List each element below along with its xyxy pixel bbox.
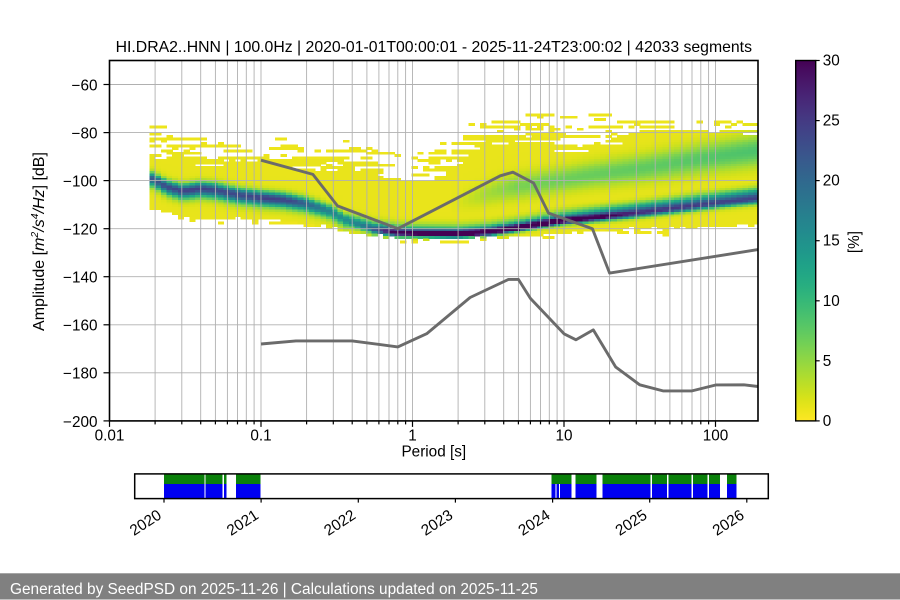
svg-text:2022: 2022 xyxy=(321,507,359,540)
svg-text:2023: 2023 xyxy=(418,507,456,540)
svg-text:30: 30 xyxy=(823,53,840,70)
svg-text:20: 20 xyxy=(823,173,840,190)
svg-text:0: 0 xyxy=(823,413,832,430)
svg-text:2020: 2020 xyxy=(127,507,165,540)
svg-text:−180: −180 xyxy=(63,366,97,383)
svg-text:−80: −80 xyxy=(72,126,98,143)
svg-text:−100: −100 xyxy=(63,174,97,191)
svg-text:5: 5 xyxy=(823,353,832,370)
svg-text:1: 1 xyxy=(408,428,417,445)
svg-text:Amplitude [m2/s4/Hz] [dB]: Amplitude [m2/s4/Hz] [dB] xyxy=(29,152,48,331)
svg-text:0.01: 0.01 xyxy=(95,428,125,445)
svg-text:−120: −120 xyxy=(63,222,97,239)
svg-text:25: 25 xyxy=(823,113,840,130)
svg-text:−60: −60 xyxy=(72,77,98,94)
svg-text:2024: 2024 xyxy=(515,506,553,539)
svg-text:100: 100 xyxy=(703,428,729,445)
svg-text:2021: 2021 xyxy=(224,507,262,540)
svg-text:2026: 2026 xyxy=(710,507,748,540)
svg-text:Period [s]: Period [s] xyxy=(401,444,466,461)
svg-text:−160: −160 xyxy=(63,318,97,335)
svg-text:HI.DRA2..HNN | 100.0Hz | 2020-: HI.DRA2..HNN | 100.0Hz | 2020-01-01T00:0… xyxy=(116,39,752,56)
svg-text:10: 10 xyxy=(823,293,840,310)
svg-text:Generated by SeedPSD on 2025-1: Generated by SeedPSD on 2025-11-26 | Cal… xyxy=(10,581,538,598)
svg-text:[%]: [%] xyxy=(846,231,863,253)
svg-text:10: 10 xyxy=(555,428,572,445)
svg-text:−140: −140 xyxy=(63,270,97,287)
svg-text:−200: −200 xyxy=(63,414,97,431)
svg-text:15: 15 xyxy=(823,233,840,250)
svg-text:0.1: 0.1 xyxy=(250,428,271,445)
svg-text:2025: 2025 xyxy=(613,507,651,540)
